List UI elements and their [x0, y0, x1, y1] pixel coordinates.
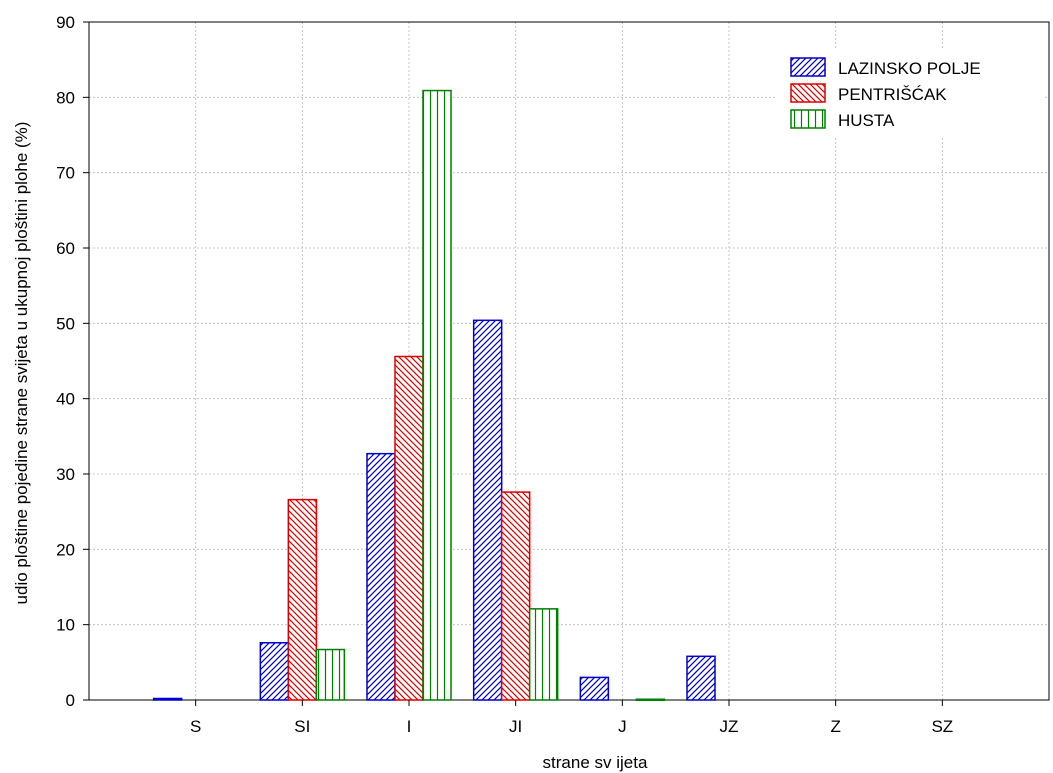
y-axis-label: udio ploštine pojedine strane svijeta u …: [12, 122, 31, 605]
y-tick-label: 80: [56, 88, 75, 107]
legend-swatch: [790, 57, 826, 77]
x-tick-label: SZ: [931, 717, 953, 736]
legend-label: HUSTA: [838, 111, 895, 130]
y-tick-label: 10: [56, 616, 75, 635]
bar-husta-si: [315, 648, 346, 701]
plot-area-frame: [88, 21, 1050, 701]
x-tick-label: JI: [509, 717, 522, 736]
x-tick-label: Z: [830, 717, 840, 736]
bar-lazinsko-polje-si: [259, 641, 290, 701]
bar-lazinsko-polje-ji: [472, 319, 503, 701]
y-tick-label: 20: [56, 540, 75, 559]
x-tick-label: J: [618, 717, 627, 736]
legend-swatch: [790, 83, 826, 103]
x-axis-ticks: S SI I JI J JZ Z SZ: [190, 700, 953, 736]
x-axis-label: strane sv ijeta: [543, 753, 648, 772]
y-tick-label: 70: [56, 164, 75, 183]
bars: [152, 89, 716, 701]
legend-swatch: [790, 109, 826, 129]
x-tick-label: SI: [294, 717, 310, 736]
x-tick-label: S: [190, 717, 201, 736]
y-tick-label: 30: [56, 465, 75, 484]
bar-lazinsko-polje-j: [579, 676, 610, 701]
legend: LAZINSKO POLJE PENTRIŠĆAK HUSTA: [775, 50, 1045, 136]
bar-lazinsko-polje-i: [366, 452, 396, 701]
y-axis-ticks: 0 10 20 30 40 50 60 70 80 90: [56, 13, 89, 710]
x-tick-label: I: [407, 717, 412, 736]
bar-pentri-ak-si: [287, 498, 318, 701]
bar-husta-j: [635, 698, 666, 701]
y-tick-label: 50: [56, 314, 75, 333]
x-tick-label: JZ: [720, 717, 739, 736]
bar-pentri-ak-i: [394, 355, 424, 701]
y-tick-label: 40: [56, 390, 75, 409]
y-tick-label: 60: [56, 239, 75, 258]
legend-label: PENTRIŠĆAK: [838, 85, 947, 104]
bar-husta-ji: [528, 608, 559, 701]
bar-husta-i: [422, 89, 452, 701]
bar-lazinsko-polje-jz: [686, 655, 716, 701]
bar-lazinsko-polje-s: [152, 697, 183, 701]
y-tick-label: 90: [56, 13, 75, 32]
bar-pentri-ak-ji: [500, 491, 531, 701]
y-tick-label: 0: [66, 691, 75, 710]
legend-label: LAZINSKO POLJE: [838, 59, 981, 78]
